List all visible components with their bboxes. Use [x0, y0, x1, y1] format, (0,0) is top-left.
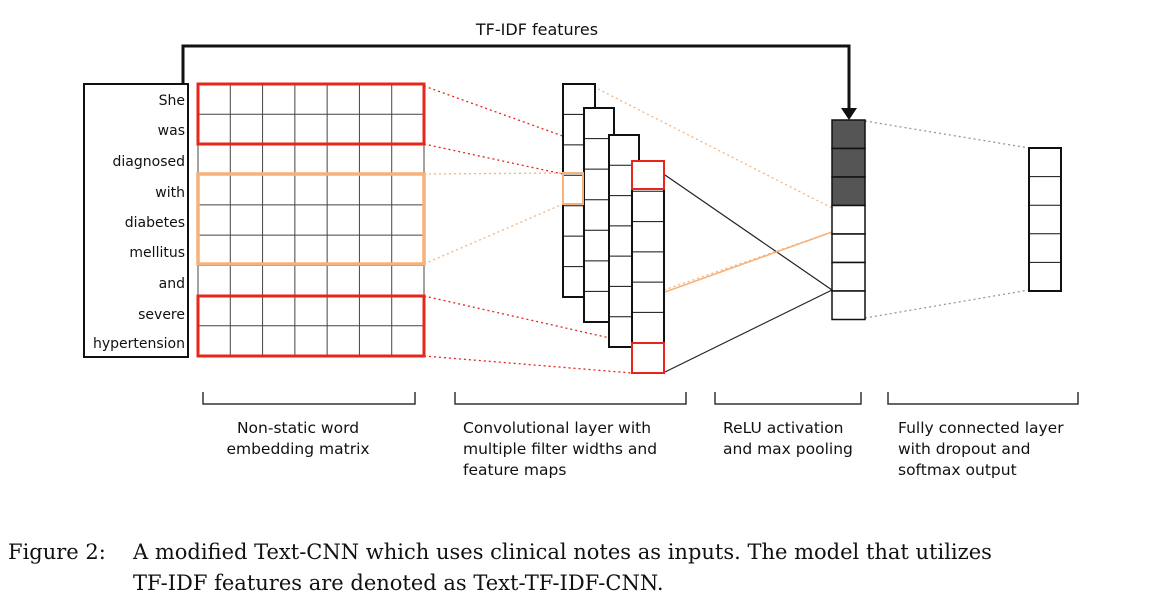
- section-brackets: [202, 392, 1079, 405]
- pooling-lines: [664, 174, 833, 373]
- section-label-line: with dropout and: [898, 440, 1030, 458]
- section-label-line: feature maps: [463, 461, 566, 479]
- conv-feature-maps: [562, 83, 665, 374]
- section-bracket: [454, 392, 687, 405]
- word-input-box: [83, 83, 189, 358]
- section-label-line: ReLU activation: [723, 419, 844, 437]
- caption-label: Figure 2:: [8, 540, 106, 564]
- pooled-cell: [831, 233, 866, 264]
- caption-text-1: A modified Text-CNN which uses clinical …: [133, 540, 992, 564]
- caption-line-2: TF-IDF features are denoted as Text-TF-I…: [133, 571, 664, 595]
- word-label: mellitus: [129, 245, 185, 261]
- word-label: diagnosed: [113, 154, 185, 170]
- section-label-line: Convolutional layer with: [463, 419, 651, 437]
- section-label-line: softmax output: [898, 461, 1017, 479]
- orange-filter: [196, 172, 426, 266]
- section-bracket: [887, 392, 1079, 405]
- tfidf-cell: [831, 176, 866, 207]
- pooled-cell: [831, 290, 866, 321]
- word-label: and: [159, 276, 185, 292]
- red-filter-bottom: [196, 294, 426, 358]
- figure-caption: Figure 2: A modified Text-CNN which uses …: [8, 537, 1163, 599]
- tfidf-cell: [831, 147, 866, 178]
- tfidf-cell: [831, 119, 866, 150]
- red-filter-top: [196, 82, 426, 146]
- word-label: hypertension: [93, 336, 185, 352]
- section-bracket: [714, 392, 862, 405]
- tfidf-arrow: [181, 44, 857, 120]
- section-label-line: multiple filter widths and: [463, 440, 657, 458]
- section-label-line: Non-static word: [237, 419, 359, 437]
- section-bracket: [202, 392, 416, 405]
- section-labels: Non-static word embedding matrix Convoluti…: [226, 419, 1064, 479]
- section-label-line: Fully connected layer: [898, 419, 1064, 437]
- text-cnn-diagram: TF-IDF features She was diagnosed with diabe…: [83, 20, 1079, 479]
- pooled-vector: [831, 119, 866, 321]
- section-label-line: embedding matrix: [226, 440, 369, 458]
- word-label: She: [159, 93, 185, 109]
- word-label: severe: [138, 307, 185, 323]
- word-label: was: [158, 123, 185, 139]
- pooled-cell: [831, 204, 866, 235]
- caption-line-1: Figure 2: A modified Text-CNN which uses …: [8, 537, 1163, 568]
- word-label: with: [155, 185, 185, 201]
- projection-lines: [423, 85, 1030, 374]
- word-list: She was diagnosed with diabetes mellitus and se…: [93, 93, 185, 352]
- section-label-line: and max pooling: [723, 440, 853, 458]
- word-label: diabetes: [125, 215, 185, 231]
- fc-output-vector: [1028, 147, 1062, 292]
- tfidf-label: TF-IDF features: [475, 20, 598, 39]
- embedding-matrix: [197, 83, 425, 357]
- pooled-cell: [831, 261, 866, 292]
